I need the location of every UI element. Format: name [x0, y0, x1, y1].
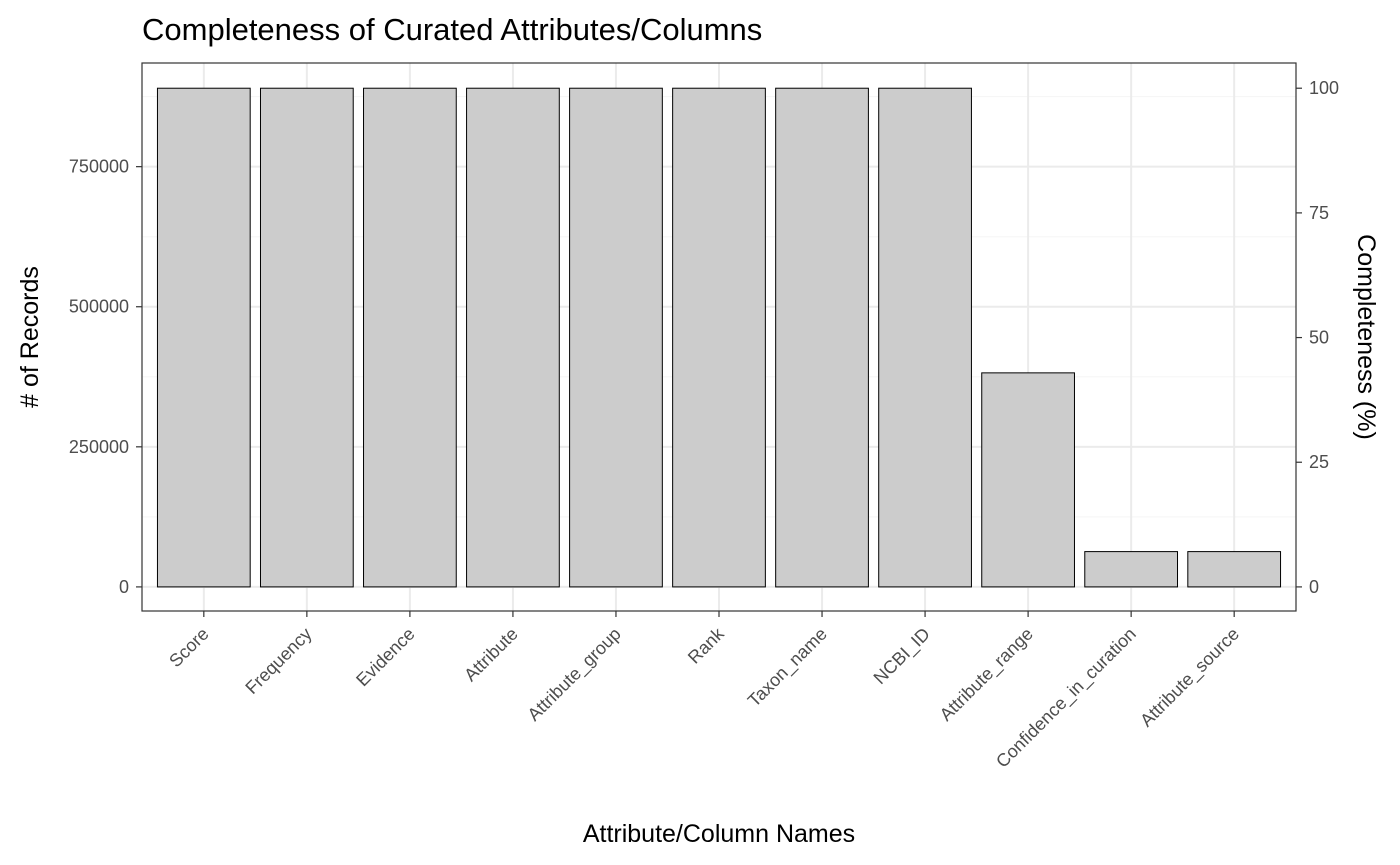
- y2-tick-label: 75: [1309, 203, 1329, 223]
- y2-tick-label: 0: [1309, 577, 1319, 597]
- y-tick-label: 0: [119, 577, 129, 597]
- x-tick-label: NCBI_ID: [870, 624, 935, 689]
- y-axis-right: 0 25 50 75 100: [1296, 78, 1339, 597]
- x-tick-label: Evidence: [352, 624, 419, 691]
- x-tick-label: Rank: [684, 623, 729, 668]
- y2-tick-label: 50: [1309, 328, 1329, 348]
- y2-axis-title: Completeness (%): [1352, 234, 1380, 440]
- bar-ncbi-id: [878, 87, 972, 588]
- x-axis-title: Attribute/Column Names: [583, 820, 855, 848]
- bar-attribute-range: [981, 372, 1075, 588]
- y-axis-left: 0 250000 500000 750000: [69, 157, 142, 597]
- y-axis-title: # of Records: [16, 266, 44, 408]
- bar-taxon-name: [775, 87, 869, 588]
- x-tick-label: Score: [165, 624, 212, 671]
- y2-tick-label: 100: [1309, 78, 1339, 98]
- bar-rank: [672, 87, 766, 588]
- bars: [156, 87, 1282, 588]
- x-axis: Score Frequency Evidence Attribute Attribute…: [165, 611, 1244, 772]
- y2-tick-label: 25: [1309, 452, 1329, 472]
- x-tick-label: Attribute_source: [1136, 624, 1244, 732]
- bar-frequency: [259, 87, 354, 588]
- bar-score: [156, 87, 251, 588]
- bar-attribute: [466, 87, 560, 588]
- bar-attribute-group: [569, 87, 663, 588]
- chart-title: Completeness of Curated Attributes/Colum…: [142, 12, 762, 47]
- x-tick-label: Taxon_name: [744, 624, 832, 712]
- x-tick-label: Frequency: [241, 624, 315, 698]
- bar-attribute-source: [1187, 551, 1282, 588]
- bar-confidence-in-curation: [1084, 551, 1179, 588]
- y-tick-label: 250000: [69, 437, 129, 457]
- x-tick-label: Attribute: [460, 624, 522, 686]
- x-tick-label: Attribute_group: [524, 624, 626, 726]
- x-tick-label: Attribute_range: [936, 624, 1038, 726]
- y-tick-label: 500000: [69, 297, 129, 317]
- y-tick-label: 750000: [69, 157, 129, 177]
- bar-evidence: [363, 87, 457, 588]
